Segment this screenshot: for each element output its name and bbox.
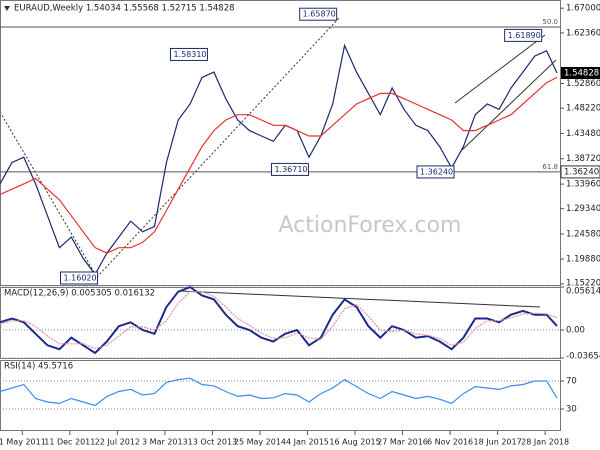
- macd-title: MACD(12,26,9) 0.005305 0.016132: [4, 289, 155, 299]
- annotation-box: [504, 28, 543, 42]
- y-tick-label: 1.52860: [566, 79, 600, 89]
- x-tick-label: 16 Aug 2015: [329, 438, 380, 447]
- annotation-box: [60, 271, 99, 285]
- x-tick-label: 27 Mar 2016: [377, 438, 428, 447]
- y-tick-label: 30: [566, 405, 577, 415]
- y-tick-label: 1.19880: [566, 255, 600, 265]
- annotation-box: [299, 7, 338, 21]
- annotation-label: 1.58310: [173, 50, 206, 59]
- annotation-label: 1.36240: [420, 167, 453, 176]
- y-tick-label: 0.056142: [566, 287, 600, 297]
- channel-line: [454, 34, 546, 104]
- rsi-title: RSI(14) 45.5716: [4, 362, 73, 372]
- y-tick-label: 70: [566, 377, 577, 387]
- series-line: [0, 76, 558, 254]
- annotation-box: [270, 162, 309, 176]
- x-tick-label: 28 Jan 2018: [521, 438, 569, 447]
- y-tick-label: 1.38720: [566, 154, 600, 164]
- macd-trendline: [179, 290, 541, 308]
- trendlines: [0, 16, 557, 308]
- y-tick-label: 1.33960: [566, 180, 600, 190]
- channel-line: [461, 59, 557, 151]
- y-tick-label: 1.43480: [566, 129, 600, 139]
- y-tick-label: 1.48220: [566, 104, 600, 114]
- x-tick-label: 4 Jan 2015: [286, 438, 329, 447]
- rsi-panel: [0, 360, 561, 431]
- y-tick-label: 1.67000: [566, 4, 600, 14]
- level-value-label: 1.36240: [564, 167, 599, 177]
- level-label: 50.0: [542, 18, 558, 26]
- series-line: [0, 377, 558, 407]
- annotation-label: 1.36710: [274, 165, 307, 174]
- annotation-label: 1.61890: [508, 31, 541, 40]
- series-line: [0, 285, 558, 355]
- level-label: 61.8: [542, 163, 558, 171]
- y-tick-label: 1.15220: [566, 279, 600, 289]
- x-tick-label: 3 Mar 2013: [142, 438, 188, 447]
- title-icon: [4, 6, 10, 11]
- x-tick-label: 1 May 2011: [0, 438, 46, 447]
- last-price-label: 1.54828: [564, 68, 599, 78]
- main-panel: [0, 0, 561, 286]
- y-tick-label: -0.036548: [566, 352, 600, 362]
- level-value-box: [560, 165, 600, 179]
- x-tick-label: 11 Dec 2011: [44, 438, 95, 447]
- y-tick-label: 1.29340: [566, 204, 600, 214]
- x-tick-label: 22 Jul 2012: [95, 438, 140, 447]
- annotation-label: 1.16020: [64, 274, 97, 283]
- y-tick-label: 0.00: [566, 326, 585, 336]
- watermark: ActionForex.com: [279, 213, 462, 238]
- chart-title: EURAUD,Weekly 1.54034 1.55568 1.52715 1.…: [14, 4, 235, 14]
- annotation-box: [169, 47, 208, 61]
- y-tick-label: 1.62360: [566, 28, 600, 38]
- annotation-label: 1.65870: [303, 10, 336, 19]
- x-tick-label: 18 Jun 2017: [474, 438, 522, 447]
- trendline: [96, 16, 341, 278]
- annotation-box: [416, 165, 455, 179]
- last-price-box: [561, 66, 600, 79]
- x-tick-label: 6 Nov 2016: [427, 438, 473, 447]
- x-tick-label: 13 Oct 2013: [188, 438, 237, 447]
- y-tick-label: 1.24580: [566, 230, 600, 240]
- x-tick-label: 25 May 2014: [234, 438, 286, 447]
